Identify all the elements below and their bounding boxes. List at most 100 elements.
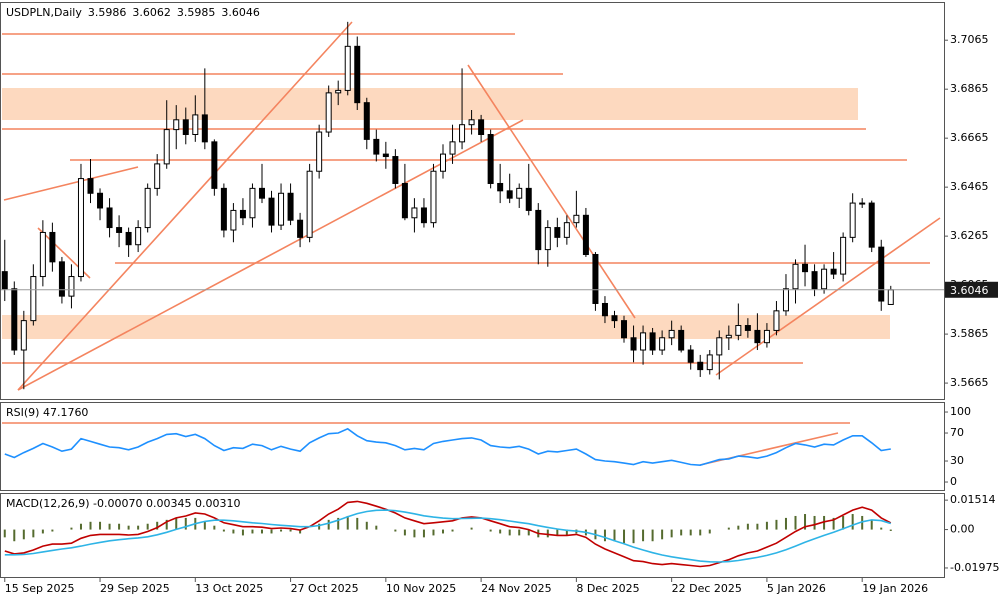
macd-histogram-bar (527, 529, 530, 536)
macd-line (4, 500, 892, 568)
candle-body (725, 334, 732, 339)
candle-body (163, 129, 170, 165)
macd-histogram-bar (632, 529, 635, 544)
candle-body (239, 209, 246, 219)
candle-body (763, 329, 770, 344)
ohlc-value: 3.5985 (177, 6, 216, 19)
macd-histogram-bar (403, 529, 406, 536)
candle-body (440, 153, 447, 172)
macd-histogram-bar (442, 529, 445, 534)
candle-body (297, 219, 304, 238)
candle-body (306, 170, 313, 238)
candle-body (640, 332, 647, 351)
rsi-panel (0, 402, 945, 491)
candle-body (335, 89, 342, 94)
macd-histogram-bar (327, 519, 330, 530)
candle-body (516, 187, 523, 199)
candle-body (754, 329, 761, 344)
ohlc-value: 3.6046 (221, 6, 260, 19)
y-tick-label: 100 (950, 405, 971, 418)
candle-body (649, 332, 656, 351)
candle-body (497, 182, 504, 192)
macd-histogram-bar (260, 529, 263, 534)
macd-histogram-bar (156, 521, 159, 530)
macd-panel (0, 493, 945, 578)
candle-body (849, 202, 856, 238)
drawings (2, 21, 941, 466)
candle-body (87, 178, 94, 194)
macd-histogram-bar (880, 527, 883, 530)
macd-histogram-bar (280, 529, 283, 532)
candle-body (868, 202, 875, 248)
candle-body (125, 231, 132, 246)
candle-body (535, 209, 542, 251)
macd-histogram-bar (823, 515, 826, 530)
indicator-label: RSI(9) 47.1760 (6, 406, 88, 419)
candle-body (68, 276, 75, 297)
candle-body (468, 119, 475, 126)
candle-body (192, 114, 199, 135)
macd-histogram-bar (603, 529, 606, 542)
macd-histogram-bar (299, 529, 302, 534)
price-label-box (944, 281, 998, 298)
candle-body (344, 45, 351, 91)
macd-histogram-bar (689, 529, 692, 536)
candle-body (316, 131, 323, 172)
candle-body (30, 276, 37, 322)
candle-body (697, 361, 704, 371)
candle-body (459, 124, 466, 143)
candle-body (659, 337, 666, 351)
candle-body (821, 268, 828, 290)
macd-histogram-bar (861, 515, 864, 530)
candle-body (97, 192, 104, 209)
candle-body (487, 133, 494, 184)
macd-histogram-bar (784, 517, 787, 530)
candle-body (592, 254, 599, 304)
x-tick-label: 29 Sep 2025 (100, 582, 170, 595)
x-tick-label: 13 Oct 2025 (195, 582, 263, 595)
x-tick-label: 19 Jan 2026 (862, 582, 928, 595)
macd-histogram-bar (41, 529, 44, 534)
candle-body (678, 329, 685, 351)
macd-histogram-bar (108, 523, 111, 530)
candle-body (363, 102, 370, 140)
x-tick-label: 5 Jan 2026 (767, 582, 826, 595)
candle-body (116, 227, 123, 233)
macd-histogram-bar (775, 519, 778, 530)
trend-line (467, 64, 636, 319)
x-tick-label: 24 Nov 2025 (481, 582, 551, 595)
x-tick-label: 10 Nov 2025 (386, 582, 456, 595)
macd-histogram-bar (489, 529, 492, 532)
macd-histogram-bar (727, 527, 730, 530)
candle-body (373, 138, 380, 155)
macd-histogram-bar (318, 523, 321, 530)
candle-body (716, 337, 723, 356)
macd-histogram-bar (699, 529, 702, 536)
macd-histogram-bar (613, 529, 616, 542)
macd-histogram-bar (146, 523, 149, 530)
candle-body (735, 325, 742, 336)
macd-histogram-bar (737, 525, 740, 530)
y-tick-label: 70 (950, 426, 964, 439)
candle-body (478, 119, 485, 135)
macd-histogram-bar (546, 529, 549, 538)
candle-body (401, 182, 408, 219)
candle-body (287, 192, 294, 221)
candle-body (182, 119, 189, 135)
macd-histogram-bar (565, 529, 568, 536)
macd-histogram-bar (432, 529, 435, 536)
x-tick-label: 8 Dec 2025 (576, 582, 639, 595)
macd-histogram-bar (851, 514, 854, 530)
macd-histogram-bar (346, 515, 349, 530)
macd-histogram-bar (813, 515, 816, 530)
macd-histogram-bar (356, 517, 359, 530)
candle-body (792, 263, 799, 290)
candle-body (268, 197, 275, 226)
candle-body (39, 231, 46, 278)
candle-body (220, 187, 227, 231)
y-tick-label: 3.6465 (950, 180, 989, 193)
macd-histogram-bar (642, 529, 645, 542)
y-tick-label: -0.01975 (950, 561, 999, 574)
rsi-line (4, 427, 891, 467)
